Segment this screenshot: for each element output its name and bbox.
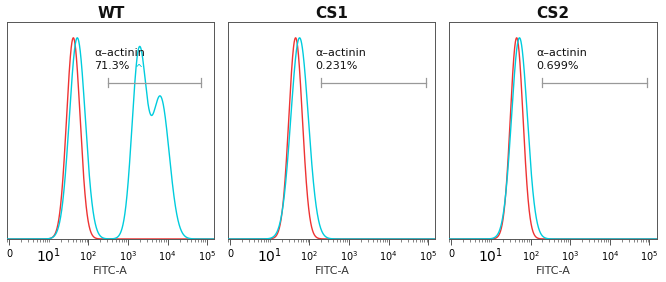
Title: CS1: CS1	[316, 6, 348, 21]
Text: α–actinin
0.699%: α–actinin 0.699%	[536, 48, 587, 71]
Text: α–actinin
0.231%: α–actinin 0.231%	[315, 48, 366, 71]
Text: ^: ^	[135, 64, 143, 74]
X-axis label: FITC-A: FITC-A	[93, 266, 129, 276]
Title: CS2: CS2	[536, 6, 569, 21]
X-axis label: FITC-A: FITC-A	[535, 266, 570, 276]
X-axis label: FITC-A: FITC-A	[314, 266, 349, 276]
Title: WT: WT	[97, 6, 125, 21]
Text: α–actinin
71.3%: α–actinin 71.3%	[94, 48, 145, 71]
